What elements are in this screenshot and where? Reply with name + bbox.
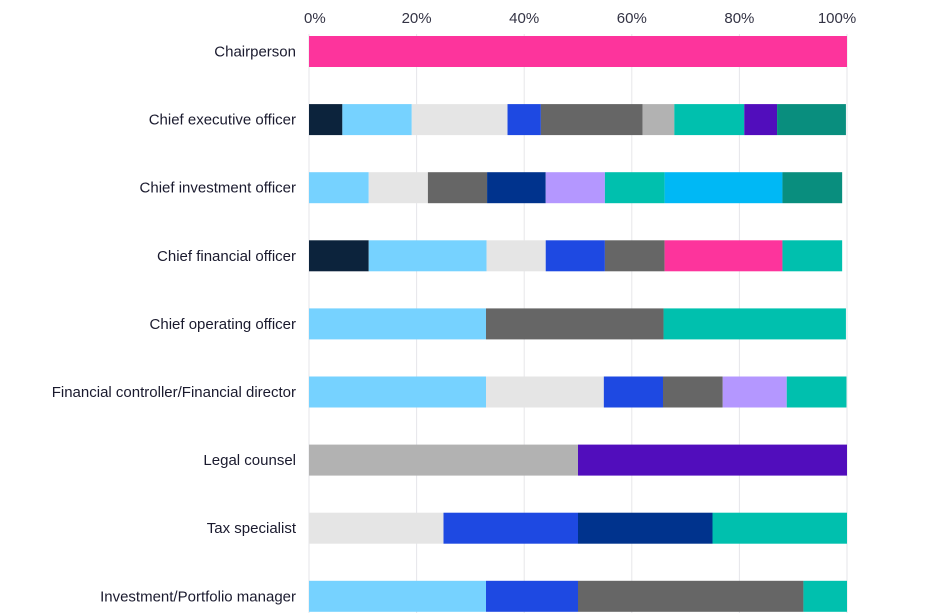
x-tick-label: 40% — [509, 10, 539, 27]
bar-segment — [342, 104, 412, 136]
bar-segment — [309, 376, 487, 408]
bar-segment — [578, 444, 847, 476]
bar-segment — [309, 512, 444, 544]
category-label: Investment/Portfolio manager — [100, 588, 296, 605]
bar-row — [309, 444, 847, 476]
bar-segment — [309, 240, 369, 272]
bar-segment — [486, 376, 604, 408]
bar-segment — [777, 104, 846, 136]
bar-segment — [712, 512, 847, 544]
bar-segment — [507, 104, 541, 136]
x-axis-ticks: 0% 20% 40% 60% 80% 100% — [304, 10, 856, 27]
bar-segment — [309, 36, 847, 67]
category-label: Tax specialist — [207, 520, 297, 537]
bar-row — [309, 512, 847, 544]
bar-segment — [578, 580, 804, 612]
bar-segment — [803, 580, 847, 612]
bar-row — [309, 376, 847, 408]
bar-segment — [782, 172, 843, 204]
bar-row — [309, 172, 843, 204]
bar-segment — [486, 580, 578, 612]
x-tick-label: 100% — [818, 10, 856, 27]
bar-segment — [664, 240, 783, 272]
bar-segment — [545, 172, 605, 204]
bar-segment — [642, 104, 675, 136]
bar-segment — [309, 580, 487, 612]
bar-segment — [786, 376, 847, 408]
bar-row — [309, 240, 843, 272]
bar-segment — [663, 376, 723, 408]
bars — [309, 36, 847, 612]
bar-segment — [744, 104, 778, 136]
bar-row — [309, 36, 847, 67]
bar-segment — [309, 308, 487, 340]
bar-segment — [578, 512, 713, 544]
bar-segment — [486, 240, 546, 272]
bar-segment — [603, 376, 664, 408]
bar-segment — [443, 512, 578, 544]
category-label: Chief executive officer — [149, 112, 296, 129]
bar-segment — [309, 104, 343, 136]
bar-segment — [309, 172, 369, 204]
bar-segment — [486, 308, 664, 340]
bar-segment — [722, 376, 787, 408]
bar-row — [309, 104, 846, 136]
category-labels: Chairperson Chief executive officer Chief … — [52, 44, 297, 606]
bar-segment — [604, 172, 665, 204]
bar-segment — [411, 104, 508, 136]
x-tick-label: 0% — [304, 10, 326, 27]
bar-row — [309, 308, 846, 340]
bar-segment — [368, 240, 487, 272]
bar-segment — [604, 240, 665, 272]
category-label: Legal counsel — [203, 452, 296, 469]
x-tick-label: 20% — [402, 10, 432, 27]
bar-segment — [368, 172, 428, 204]
bar-segment — [663, 308, 846, 340]
bar-segment — [674, 104, 745, 136]
bar-segment — [309, 444, 578, 476]
category-label: Chief operating officer — [150, 316, 296, 333]
bar-segment — [540, 104, 643, 136]
bar-segment — [782, 240, 843, 272]
x-tick-label: 60% — [617, 10, 647, 27]
category-label: Chief financial officer — [157, 248, 296, 265]
bar-row — [309, 580, 847, 612]
category-label: Financial controller/Financial director — [52, 384, 296, 401]
bar-segment — [664, 172, 783, 204]
category-label: Chief investment officer — [140, 180, 296, 197]
bar-segment — [487, 172, 546, 204]
category-label: Chairperson — [214, 44, 296, 61]
bar-segment — [545, 240, 605, 272]
bar-segment — [427, 172, 488, 204]
x-tick-label: 80% — [724, 10, 754, 27]
